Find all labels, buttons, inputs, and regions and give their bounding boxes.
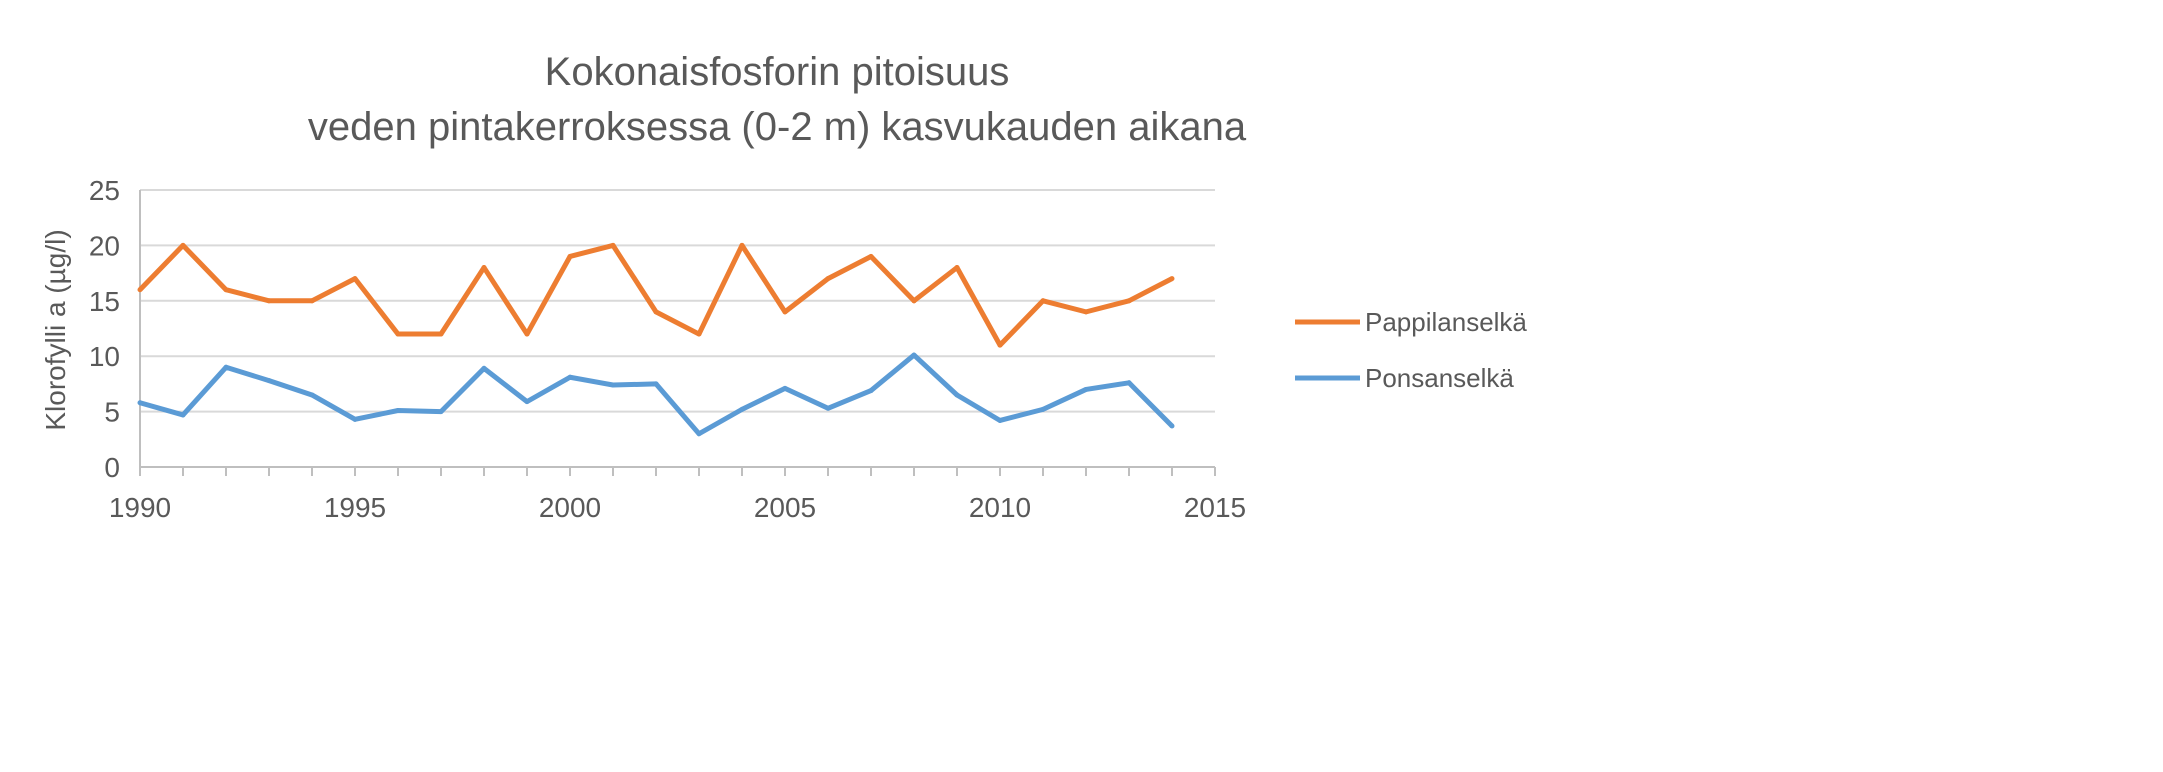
data-point (911, 352, 917, 358)
data-point (1040, 406, 1046, 412)
data-point (438, 331, 444, 337)
x-tick-label: 2015 (1184, 492, 1246, 523)
chart-title-line-2: veden pintakerroksessa (0-2 m) kasvukaud… (308, 105, 1247, 149)
data-point (352, 416, 358, 422)
y-tick-label: 0 (104, 452, 120, 483)
data-point (1083, 309, 1089, 315)
x-tick-label: 2010 (969, 492, 1031, 523)
x-tick-label: 2000 (539, 492, 601, 523)
data-point (1083, 386, 1089, 392)
data-point (782, 309, 788, 315)
data-point (309, 392, 315, 398)
data-point (868, 253, 874, 259)
data-point (395, 331, 401, 337)
data-point (352, 276, 358, 282)
data-point (524, 331, 530, 337)
legend-label: Pappilanselkä (1365, 307, 1527, 337)
data-point (696, 431, 702, 437)
data-point (610, 382, 616, 388)
data-point (481, 365, 487, 371)
data-point (223, 287, 229, 293)
data-point (481, 265, 487, 271)
data-point (868, 388, 874, 394)
chart-title-line-1: Kokonaisfosforin pitoisuus (545, 50, 1010, 94)
x-tick-label: 2005 (754, 492, 816, 523)
y-tick-label: 25 (89, 175, 120, 206)
data-point (954, 392, 960, 398)
x-tick-label: 1990 (109, 492, 171, 523)
data-point (567, 253, 573, 259)
y-axis-label: Klorofylli a (µg/l) (40, 229, 71, 430)
y-tick-label: 10 (89, 341, 120, 372)
data-point (739, 406, 745, 412)
data-point (782, 385, 788, 391)
y-tick-label: 15 (89, 286, 120, 317)
data-point (1040, 298, 1046, 304)
y-tick-label: 5 (104, 397, 120, 428)
data-point (524, 399, 530, 405)
data-point (438, 409, 444, 415)
data-point (696, 331, 702, 337)
data-point (997, 417, 1003, 423)
data-point (911, 298, 917, 304)
data-point (1169, 276, 1175, 282)
data-point (567, 374, 573, 380)
data-point (825, 405, 831, 411)
data-point (223, 364, 229, 370)
data-point (1126, 298, 1132, 304)
x-tick-label: 1995 (324, 492, 386, 523)
data-point (137, 400, 143, 406)
data-point (1169, 423, 1175, 429)
data-point (309, 298, 315, 304)
y-tick-label: 20 (89, 230, 120, 261)
data-point (739, 242, 745, 248)
legend-label: Ponsanselkä (1365, 363, 1514, 393)
data-point (653, 309, 659, 315)
data-point (180, 242, 186, 248)
data-point (266, 378, 272, 384)
data-point (653, 381, 659, 387)
data-point (997, 342, 1003, 348)
data-point (1126, 380, 1132, 386)
data-point (395, 407, 401, 413)
series-line-pappilanselkä (138, 242, 1174, 348)
data-point (180, 412, 186, 418)
data-point (137, 287, 143, 293)
data-point (954, 265, 960, 271)
data-point (266, 298, 272, 304)
series-line-ponsanselkä (139, 352, 1174, 437)
data-point (610, 242, 616, 248)
data-point (825, 276, 831, 282)
